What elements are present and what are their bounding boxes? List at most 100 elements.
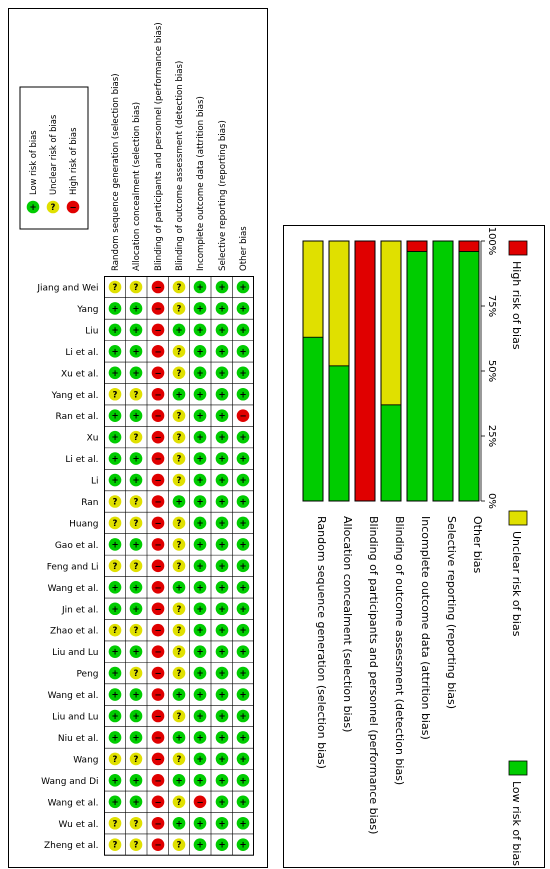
legend-symbol: ?	[51, 203, 56, 213]
rating-high-icon	[151, 516, 165, 530]
category-label: Incomplete outcome data (attrition bias)	[419, 516, 432, 740]
rating-low-icon	[215, 323, 229, 337]
rating-low-icon	[172, 387, 186, 401]
rating-symbol: −	[154, 326, 161, 336]
rating-low-icon	[129, 731, 143, 744]
rating-symbol: +	[111, 476, 118, 486]
rating-high-icon	[151, 645, 165, 658]
rating-low-icon	[236, 366, 250, 380]
rating-symbol: +	[196, 540, 203, 550]
bar-outline	[380, 240, 402, 502]
summary-column-header: Other bias	[239, 226, 249, 271]
rating-low-icon	[129, 538, 143, 551]
rating-symbol: +	[132, 776, 139, 786]
rating-low-icon	[236, 473, 250, 487]
rating-high-icon	[151, 366, 165, 380]
rating-unclear-icon	[172, 752, 186, 766]
rating-symbol: ?	[134, 819, 139, 829]
rating-symbol: +	[239, 669, 246, 679]
bar-outline	[328, 240, 350, 502]
summary-column-header: Blinding of participants and personnel (…	[154, 22, 164, 271]
rating-symbol: +	[175, 583, 182, 593]
rating-symbol: +	[196, 283, 203, 293]
rating-low-icon	[108, 581, 122, 594]
rating-symbol: +	[196, 519, 203, 529]
category-label: Other bias	[471, 516, 484, 574]
rating-low-icon	[236, 280, 250, 294]
rating-low-icon	[193, 559, 207, 573]
rating-low-icon	[193, 495, 207, 508]
rating-unclear-icon	[108, 752, 122, 766]
bar-segment	[432, 240, 454, 502]
rating-symbol: −	[154, 433, 161, 443]
rating-high-icon	[151, 688, 165, 701]
study-label: Wang et al.	[48, 798, 99, 808]
rating-symbol: +	[196, 819, 203, 829]
rating-symbol: ?	[134, 841, 139, 851]
rating-symbol: +	[111, 369, 118, 379]
rating-symbol: +	[239, 369, 246, 379]
rating-unclear-icon	[172, 795, 186, 809]
rating-low-icon	[129, 323, 143, 337]
rating-symbol: +	[196, 605, 203, 615]
bar-segment	[406, 250, 428, 502]
rating-symbol: ?	[134, 626, 139, 636]
rating-symbol: +	[218, 648, 225, 658]
rating-symbol: ?	[134, 669, 139, 679]
rating-symbol: −	[239, 412, 246, 422]
rating-symbol: +	[196, 841, 203, 851]
rating-symbol: +	[218, 326, 225, 336]
rating-low-icon	[193, 366, 207, 380]
rating-symbol: +	[111, 540, 118, 550]
rating-symbol: +	[239, 519, 246, 529]
rating-symbol: +	[196, 455, 203, 465]
rating-low-icon	[193, 302, 207, 315]
rating-symbol: −	[154, 626, 161, 636]
rating-symbol: +	[111, 648, 118, 658]
study-label: Jiang and Wei	[36, 284, 98, 294]
rating-symbol: +	[218, 498, 225, 508]
rating-symbol: +	[132, 326, 139, 336]
rating-low-icon	[172, 581, 186, 594]
rating-unclear-icon	[172, 666, 186, 680]
rating-low-icon	[108, 345, 122, 358]
rating-low-icon	[193, 452, 207, 465]
legend-unclear-swatch	[508, 510, 528, 526]
rating-low-icon	[215, 688, 229, 701]
rating-symbol: +	[239, 476, 246, 486]
rating-low-icon	[215, 645, 229, 658]
rating-low-icon	[236, 323, 250, 337]
rating-symbol: +	[218, 390, 225, 400]
rating-low-icon	[193, 516, 207, 530]
study-label: Liu and Lu	[52, 713, 98, 723]
rating-symbol: ?	[177, 755, 182, 765]
study-label: Zhao et al.	[50, 627, 99, 637]
rating-symbol: ?	[177, 626, 182, 636]
rating-symbol: ?	[177, 304, 182, 314]
rating-high-icon	[151, 495, 165, 508]
rating-symbol: ?	[113, 390, 118, 400]
rating-symbol: +	[111, 347, 118, 357]
rating-symbol: +	[132, 648, 139, 658]
rating-low-icon	[215, 538, 229, 551]
rating-symbol: ?	[113, 626, 118, 636]
rating-low-icon	[129, 795, 143, 809]
rating-symbol: ?	[134, 755, 139, 765]
rating-symbol: +	[196, 369, 203, 379]
rating-high-icon	[151, 323, 165, 337]
rating-symbol: +	[239, 562, 246, 572]
bar-outline	[458, 240, 480, 502]
rating-high-icon	[151, 731, 165, 744]
rating-low-icon	[215, 602, 229, 616]
study-label: Jin et al.	[61, 605, 99, 615]
rating-symbol: +	[111, 583, 118, 593]
rating-symbol: +	[175, 498, 182, 508]
rating-unclear-icon	[172, 366, 186, 380]
rating-symbol: ?	[113, 755, 118, 765]
rating-low-icon	[172, 816, 186, 830]
rating-high-icon	[151, 345, 165, 358]
rating-low-icon	[108, 688, 122, 701]
rating-unclear-icon	[108, 623, 122, 637]
rating-symbol: +	[132, 605, 139, 615]
rating-symbol: +	[218, 412, 225, 422]
